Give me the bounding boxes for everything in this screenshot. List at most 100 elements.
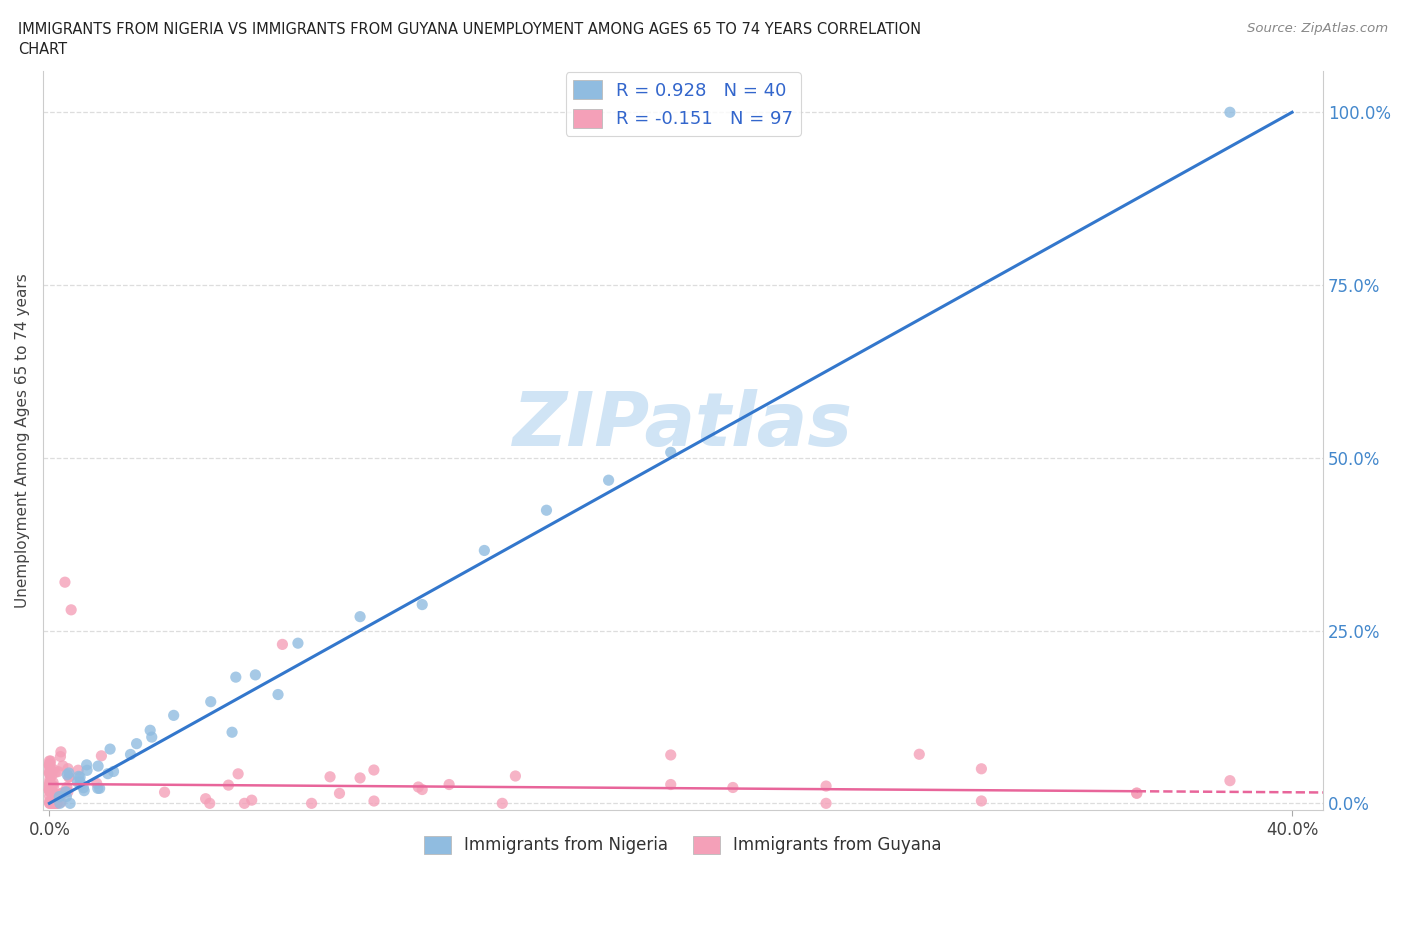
Point [38,756,60,771]
Point [52,759,75,774]
Point [103,764,125,779]
Point [87,781,110,796]
Point [56,784,79,799]
Point [536,503,558,518]
Point [141,730,163,745]
Point [97,766,120,781]
Point [38,780,60,795]
Point [363,793,385,808]
Point [38,764,60,778]
Point [38,758,60,773]
Point [363,763,385,777]
Point [319,769,342,784]
Point [38,789,60,804]
Text: Source: ZipAtlas.com: Source: ZipAtlas.com [1247,22,1388,35]
Point [49,796,72,811]
Point [45,796,67,811]
Point [38,778,60,793]
Text: ZIPatlas: ZIPatlas [513,390,853,462]
Point [39,757,62,772]
Point [46,788,69,803]
Point [38,796,60,811]
Point [125,737,148,751]
Point [58,770,80,785]
Point [60,603,83,618]
Point [245,668,267,683]
Point [70,777,93,792]
Point [38,783,60,798]
Point [139,723,162,737]
Point [38,781,60,796]
Point [659,777,682,792]
Point [42,775,65,790]
Point [41,796,63,811]
Point [38,794,60,809]
Point [200,695,222,710]
Point [38,753,60,768]
Point [45,796,67,811]
Point [53,575,76,590]
Text: CHART: CHART [18,42,67,57]
Point [721,780,744,795]
Point [39,777,62,792]
Point [49,749,72,764]
Point [52,785,75,800]
Point [970,762,993,777]
Point [89,781,111,796]
Point [46,764,69,779]
Point [226,766,249,781]
Point [44,765,66,780]
Y-axis label: Unemployment Among Ages 65 to 74 years: Unemployment Among Ages 65 to 74 years [15,273,30,608]
Legend: Immigrants from Nigeria, Immigrants from Guyana: Immigrants from Nigeria, Immigrants from… [418,829,949,861]
Point [38,766,60,781]
Point [46,796,69,811]
Point [39,777,62,791]
Point [349,609,371,624]
Point [659,445,682,459]
Point [472,543,495,558]
Point [42,762,65,777]
Point [659,748,682,763]
Point [69,775,91,790]
Point [48,790,70,804]
Point [38,759,60,774]
Point [411,782,433,797]
Point [44,796,66,811]
Point [56,767,79,782]
Point [267,687,290,702]
Point [42,796,65,811]
Point [38,772,60,787]
Point [42,793,65,808]
Point [51,786,73,801]
Point [221,724,243,739]
Point [287,636,309,651]
Point [491,796,513,811]
Point [408,779,430,794]
Point [38,777,60,792]
Point [66,775,89,790]
Point [87,759,110,774]
Point [1125,786,1147,801]
Point [49,786,72,801]
Point [67,769,90,784]
Point [86,776,108,790]
Point [72,780,94,795]
Point [970,793,993,808]
Point [437,777,460,792]
Point [55,784,77,799]
Point [38,782,60,797]
Point [56,762,79,777]
Point [44,796,66,811]
Point [73,783,96,798]
Point [59,796,82,811]
Point [49,744,72,759]
Point [44,787,66,802]
Point [41,796,63,811]
Point [69,770,91,785]
Point [349,770,371,785]
Point [153,785,176,800]
Point [1125,786,1147,801]
Point [42,785,65,800]
Point [41,778,63,793]
Point [815,778,838,793]
